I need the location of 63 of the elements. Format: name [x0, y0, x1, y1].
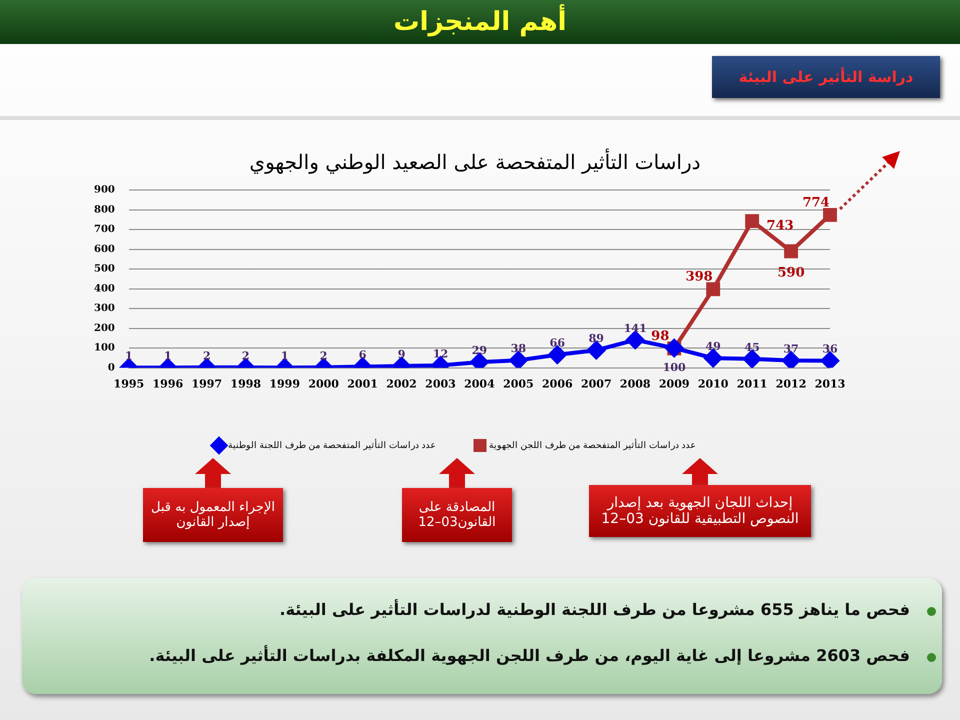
data-label: 9	[398, 348, 406, 361]
data-label: 1	[280, 349, 289, 362]
data-label: 37	[783, 342, 799, 356]
data-label: 98	[651, 328, 670, 344]
x-tick-label: 1998	[230, 377, 262, 390]
x-tick-label: 2001	[347, 377, 378, 390]
x-tick-label: 1995	[114, 377, 144, 390]
data-label: 89	[588, 332, 604, 346]
data-label: 45	[744, 340, 760, 354]
x-tick-label: 2003	[425, 377, 456, 390]
y-tick-label: 400	[94, 283, 115, 294]
x-tick-label: 2013	[814, 377, 846, 390]
x-tick-label: 1999	[269, 377, 300, 390]
x-tick-label: 2006	[542, 377, 573, 390]
legend-label: عدد دراسات التأثير المتفحصة من طرف اللجنة الوطنية	[228, 438, 436, 451]
x-tick-label: 1996	[152, 377, 184, 390]
data-label: 66	[550, 336, 566, 350]
data-label: 1	[125, 349, 133, 362]
text: دراسة التأثير على البيئة	[712, 56, 940, 98]
y-tick-label: 800	[94, 204, 115, 216]
data-label: 38	[510, 342, 526, 356]
y-tick-label: 100	[94, 342, 115, 354]
y-tick-label: 900	[94, 184, 115, 196]
x-tick-label: 2008	[620, 377, 651, 390]
chart-title: دراسات التأثير المتفحصة على الصعيد الوطني والجهوي	[248, 150, 702, 174]
x-tick-label: 1997	[191, 377, 222, 390]
x-tick-label: 2012	[776, 377, 806, 390]
data-label: 49	[705, 340, 721, 353]
y-tick-label: 300	[94, 303, 115, 314]
text: أهم المنجزات	[0, 0, 960, 44]
data-label: 2	[242, 349, 250, 362]
text: فحص ما يناهز 655 مشروعا من طرف اللجنة الوطنية لدراسات التأثير على البيئة.	[280, 600, 910, 619]
text: المصادقة على القانون03–12	[402, 488, 512, 542]
data-label: 12	[432, 347, 448, 360]
y-tick-label: 500	[94, 264, 115, 275]
y-tick-label: 600	[94, 244, 115, 255]
data-label: 774	[802, 195, 830, 210]
x-tick-label: 2010	[698, 377, 729, 390]
text: الإجراء المعمول به قبل إصدار القانون	[143, 488, 283, 542]
x-tick-label: 2007	[580, 377, 612, 390]
x-tick-label: 2000	[308, 377, 340, 390]
data-label: 2	[320, 349, 328, 362]
data-label: 141	[624, 322, 647, 335]
legend-label: عدد دراسات التأثير المتفحصة من طرف اللجن الجهوية	[489, 438, 696, 451]
y-tick-label: 700	[94, 224, 115, 236]
y-tick-label: 200	[94, 322, 115, 334]
data-label: 2	[202, 349, 211, 362]
x-tick-label: 2009	[658, 377, 690, 390]
data-label: 6	[358, 348, 367, 362]
x-tick-label: 2005	[503, 377, 534, 390]
x-tick-label: 2011	[736, 377, 768, 390]
x-tick-label: 2002	[386, 377, 417, 390]
data-label: 1	[164, 349, 172, 362]
data-label: 743	[766, 218, 794, 234]
data-label: 590	[777, 266, 805, 281]
data-label: 36	[822, 342, 838, 356]
data-label: 398	[686, 270, 713, 285]
x-tick-label: 2004	[464, 377, 496, 390]
data-label: 29	[472, 344, 488, 357]
text: فحص 2603 مشروعا إلى غاية اليوم، من طرف اللجن الجهوية المكلفة بدراسات التأثير على البيئة.	[149, 646, 910, 665]
data-label: 100	[662, 360, 686, 374]
text: إحداث اللجان الجهوية بعد إصدار النصوص التطبيقية للقانون 03–12	[589, 485, 811, 537]
y-tick-label: 0	[108, 362, 115, 374]
